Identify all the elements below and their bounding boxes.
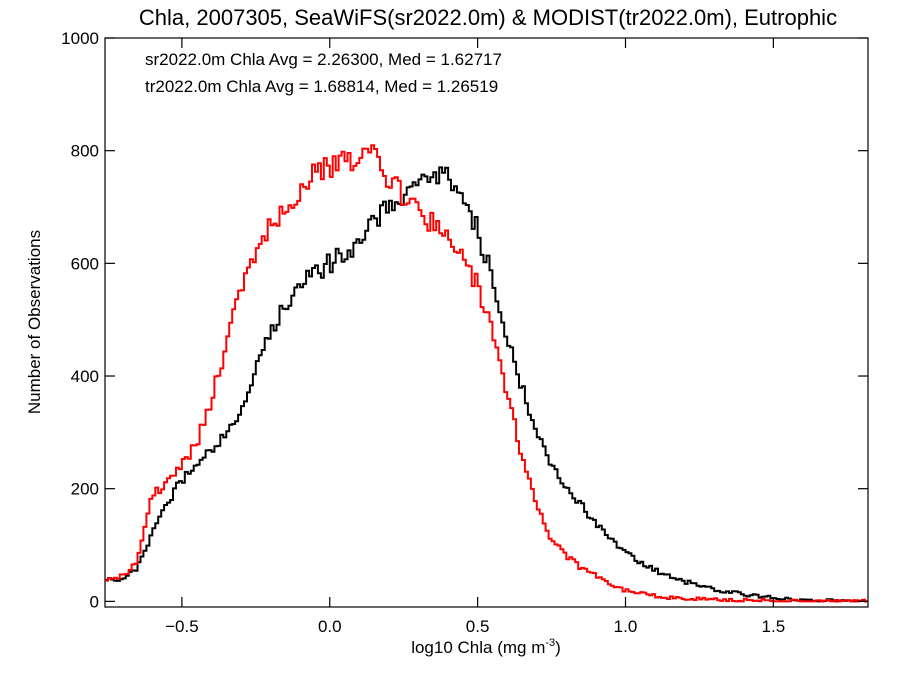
x-tick-label: −0.5 (165, 617, 199, 636)
series-layer (105, 144, 868, 603)
x-tick-label: 1.0 (614, 617, 638, 636)
annotation-tr: tr2022.0m Chla Avg = 1.68814, Med = 1.26… (145, 77, 498, 96)
y-tick-label: 800 (71, 142, 99, 161)
y-tick-label: 400 (71, 367, 99, 386)
annotation-sr: sr2022.0m Chla Avg = 2.26300, Med = 1.62… (145, 50, 502, 69)
x-axis-label-sup: -3 (545, 637, 555, 649)
x-tick-label: 0.0 (318, 617, 342, 636)
y-tick-label: 0 (90, 592, 99, 611)
series-line-1 (105, 144, 868, 603)
ticks-layer: −0.5 0.0 0.5 1.0 1.5 0 200 400 600 800 1000 (61, 29, 868, 636)
plot-area: −0.5 0.0 0.5 1.0 1.5 0 200 400 600 800 1000 (61, 29, 869, 636)
x-axis-label-main: log10 Chla (mg m (411, 638, 545, 657)
x-tick-label: 1.5 (762, 617, 786, 636)
plot-frame (104, 37, 869, 608)
y-tick-label: 600 (71, 254, 99, 273)
series-line-0 (105, 166, 868, 603)
x-axis-label-close: ) (555, 638, 561, 657)
y-axis-label: Number of Observations (25, 230, 44, 414)
y-tick-label: 200 (71, 480, 99, 499)
x-tick-label: 0.5 (466, 617, 490, 636)
chart-title: Chla, 2007305, SeaWiFS(sr2022.0m) & MODI… (139, 5, 837, 30)
y-tick-label: 1000 (61, 29, 99, 48)
x-axis-label: log10 Chla (mg m-3) (411, 637, 561, 657)
